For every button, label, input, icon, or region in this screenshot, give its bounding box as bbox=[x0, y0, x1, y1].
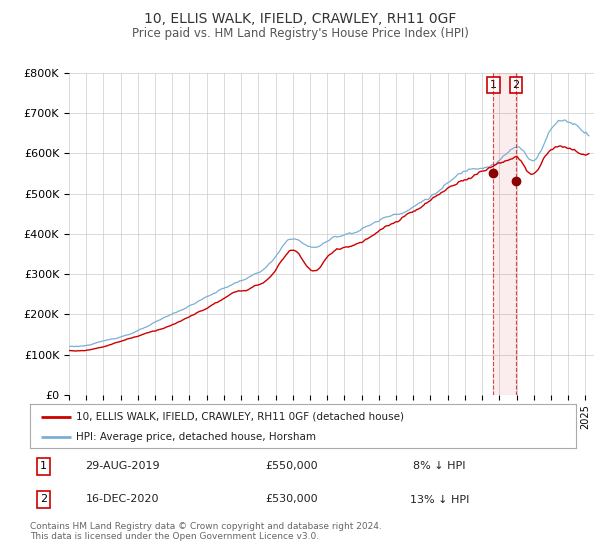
Text: 29-AUG-2019: 29-AUG-2019 bbox=[86, 461, 160, 472]
Bar bbox=[493, 73, 516, 395]
Text: 16-DEC-2020: 16-DEC-2020 bbox=[86, 494, 160, 505]
Text: 8% ↓ HPI: 8% ↓ HPI bbox=[413, 461, 466, 472]
Text: Price paid vs. HM Land Registry's House Price Index (HPI): Price paid vs. HM Land Registry's House … bbox=[131, 27, 469, 40]
Text: 2: 2 bbox=[40, 494, 47, 505]
Text: 1: 1 bbox=[40, 461, 47, 472]
Text: 10, ELLIS WALK, IFIELD, CRAWLEY, RH11 0GF (detached house): 10, ELLIS WALK, IFIELD, CRAWLEY, RH11 0G… bbox=[76, 412, 404, 422]
Text: £530,000: £530,000 bbox=[266, 494, 319, 505]
Text: 2: 2 bbox=[512, 80, 520, 90]
Text: £550,000: £550,000 bbox=[266, 461, 319, 472]
Text: 13% ↓ HPI: 13% ↓ HPI bbox=[410, 494, 469, 505]
Text: HPI: Average price, detached house, Horsham: HPI: Average price, detached house, Hors… bbox=[76, 432, 316, 442]
Text: Contains HM Land Registry data © Crown copyright and database right 2024.: Contains HM Land Registry data © Crown c… bbox=[30, 522, 382, 531]
Text: This data is licensed under the Open Government Licence v3.0.: This data is licensed under the Open Gov… bbox=[30, 532, 319, 541]
Text: 10, ELLIS WALK, IFIELD, CRAWLEY, RH11 0GF: 10, ELLIS WALK, IFIELD, CRAWLEY, RH11 0G… bbox=[144, 12, 456, 26]
Text: 1: 1 bbox=[490, 80, 497, 90]
